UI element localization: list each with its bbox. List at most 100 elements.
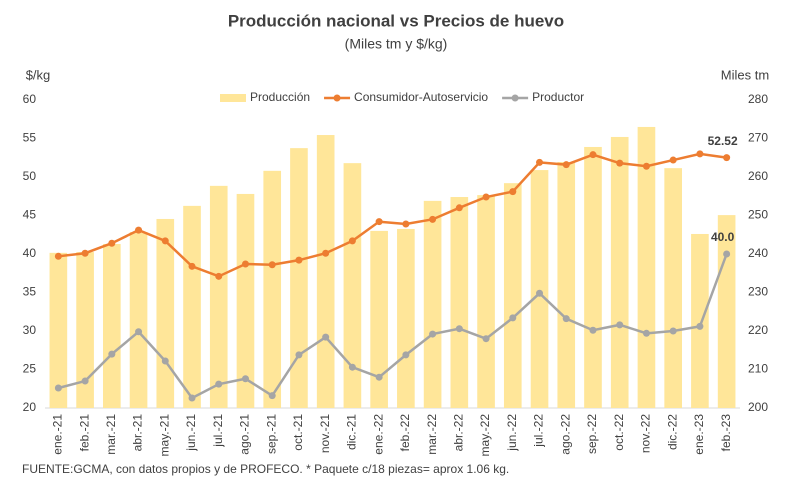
- point: [509, 314, 517, 322]
- point: [375, 373, 383, 381]
- point: [696, 150, 704, 158]
- bar: [557, 161, 576, 408]
- y-tick-label: 60: [23, 92, 37, 106]
- bar: [610, 136, 629, 408]
- bar: [691, 233, 709, 408]
- chart-title: Producción nacional vs Precios de huevo: [228, 11, 564, 30]
- point: [348, 363, 356, 371]
- y2-tick-label: 200: [748, 400, 768, 414]
- point: [135, 328, 143, 336]
- x-tick-label: mar.-21: [104, 414, 118, 455]
- bar: [290, 148, 308, 408]
- y-tick-label: 45: [23, 208, 37, 222]
- x-tick-label: sep.-21: [264, 414, 278, 454]
- point: [188, 394, 196, 402]
- point: [669, 327, 677, 335]
- point: [696, 322, 704, 330]
- point: [188, 262, 196, 270]
- y-tick-label: 20: [23, 400, 37, 414]
- x-tick-label: jul.-21: [211, 414, 225, 448]
- point: [81, 249, 89, 257]
- point: [562, 315, 570, 323]
- point: [348, 237, 356, 245]
- y2-tick-label: 220: [748, 323, 768, 337]
- bar: [129, 232, 148, 408]
- y-tick-label: 35: [23, 285, 37, 299]
- bar: [263, 170, 282, 408]
- bar: [450, 197, 469, 408]
- legend-label: Producción: [250, 90, 310, 104]
- y-tick-label: 30: [23, 323, 37, 337]
- x-tick-label: sep.-22: [585, 414, 599, 454]
- point: [402, 220, 410, 228]
- y-tick-label: 55: [23, 131, 37, 145]
- point: [589, 326, 597, 334]
- point: [402, 351, 410, 359]
- point: [536, 158, 544, 166]
- data-label: 40.0: [711, 230, 735, 244]
- point: [108, 239, 116, 247]
- y2-tick-label: 250: [748, 208, 768, 222]
- point: [616, 159, 624, 167]
- point: [589, 151, 597, 159]
- x-tick-label: jul.-22: [532, 414, 546, 448]
- x-tick-label: mar.-22: [425, 414, 439, 455]
- point: [268, 261, 276, 269]
- point: [723, 154, 731, 162]
- y2-tick-label: 230: [748, 285, 768, 299]
- bar: [503, 183, 522, 408]
- bar: [584, 146, 602, 408]
- point: [429, 330, 437, 338]
- point: [669, 156, 677, 164]
- x-tick-label: jun.-22: [505, 414, 519, 452]
- x-tick-label: may.-22: [478, 414, 492, 457]
- point: [135, 226, 143, 234]
- point: [375, 218, 383, 226]
- data-label: 52.52: [708, 134, 738, 148]
- x-tick-label: abr.-22: [451, 414, 465, 452]
- point: [295, 351, 303, 359]
- bar: [103, 243, 121, 408]
- bar: [397, 228, 415, 408]
- x-tick-label: ene.-21: [51, 414, 65, 455]
- point: [642, 162, 650, 170]
- chart-subtitle: (Miles tm y $/kg): [345, 36, 448, 52]
- x-tick-label: ene.-23: [692, 414, 706, 455]
- legend-swatch: [333, 94, 341, 102]
- x-tick-label: jun.-21: [184, 414, 198, 452]
- bar: [316, 135, 335, 408]
- legend-label: Productor: [532, 90, 584, 104]
- x-tick-label: feb.-23: [719, 414, 733, 452]
- bar: [209, 185, 228, 408]
- point: [536, 289, 544, 297]
- x-tick-label: oct.-21: [291, 414, 305, 451]
- x-tick-label: feb.-22: [398, 414, 412, 452]
- point: [455, 204, 463, 212]
- source-note: FUENTE:GCMA, con datos propios y de PROF…: [22, 462, 509, 476]
- point: [509, 188, 517, 196]
- x-tick-label: ago.-22: [558, 414, 572, 455]
- point: [241, 260, 249, 268]
- point: [642, 329, 650, 337]
- legend-swatch: [511, 94, 519, 102]
- x-tick-label: nov.-22: [639, 414, 653, 453]
- bar: [183, 205, 201, 408]
- bar: [236, 193, 255, 408]
- bar: [477, 195, 495, 408]
- line: [58, 253, 728, 400]
- bar: [423, 200, 442, 408]
- y2-tick-label: 270: [748, 131, 768, 145]
- x-tick-label: dic.-21: [345, 414, 359, 450]
- y-tick-label: 25: [23, 362, 37, 376]
- point: [616, 321, 624, 329]
- y-tick-label: 50: [23, 169, 37, 183]
- y2-axis-label: Miles tm: [721, 67, 769, 82]
- x-tick-label: ene.-22: [371, 414, 385, 455]
- x-tick-label: ago.-21: [238, 414, 252, 455]
- point: [161, 237, 169, 245]
- point: [455, 325, 463, 333]
- x-tick-label: may.-21: [157, 414, 171, 457]
- point: [161, 357, 169, 365]
- y2-tick-label: 240: [748, 246, 768, 260]
- bar: [664, 168, 682, 408]
